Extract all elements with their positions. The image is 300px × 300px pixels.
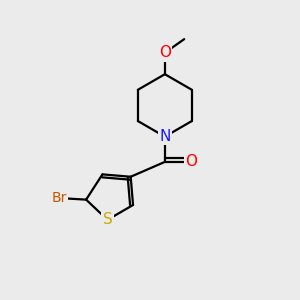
- Text: S: S: [103, 212, 112, 227]
- Text: N: N: [159, 129, 170, 144]
- Text: Br: Br: [52, 191, 67, 205]
- Text: O: O: [159, 45, 171, 60]
- Text: O: O: [186, 154, 198, 169]
